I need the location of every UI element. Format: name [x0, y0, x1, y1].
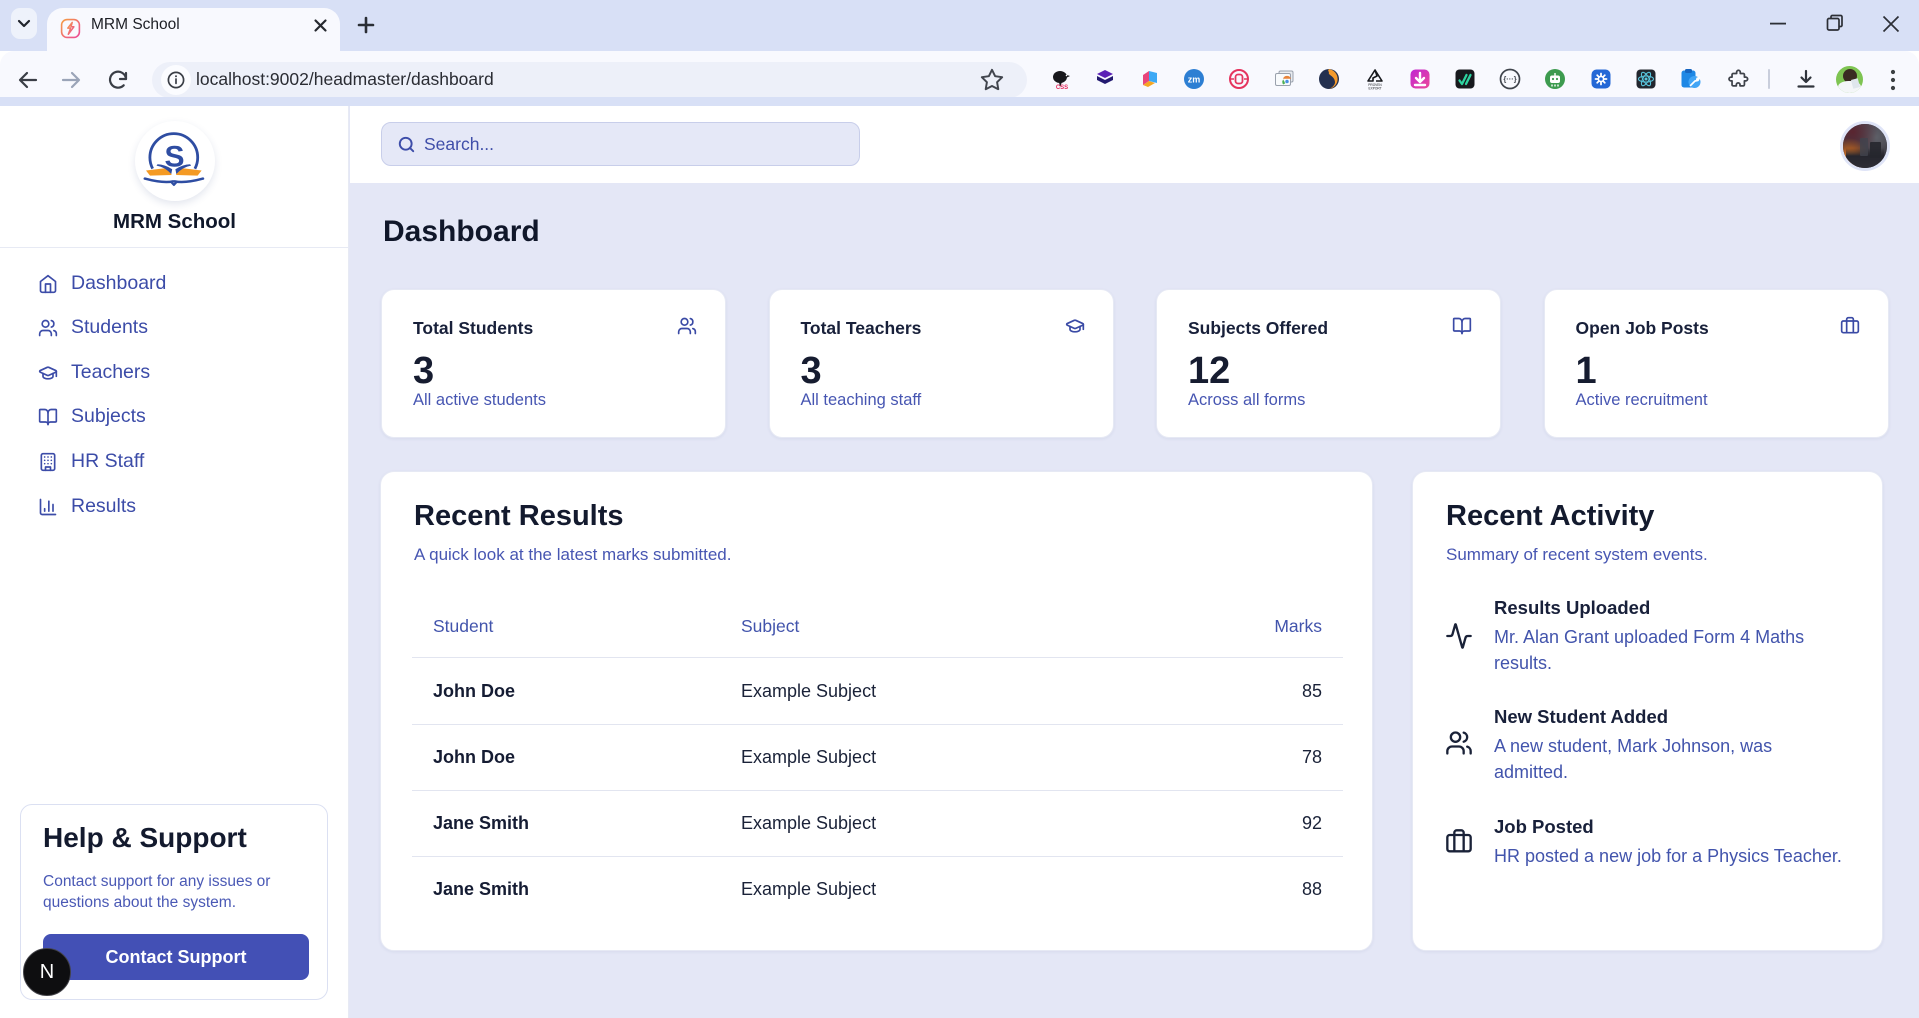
svg-text:zm: zm — [1188, 75, 1201, 85]
svg-text:PROVEN: PROVEN — [1368, 83, 1382, 87]
svg-text:EXPORT: EXPORT — [1368, 87, 1381, 91]
svg-text:S: S — [164, 140, 184, 173]
svg-text:CSS: CSS — [1056, 85, 1068, 91]
svg-text:{···}: {···} — [1503, 75, 1516, 84]
